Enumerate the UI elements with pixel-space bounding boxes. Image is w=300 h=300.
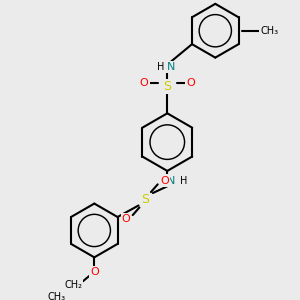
Text: H: H	[157, 62, 164, 72]
Text: CH₂: CH₂	[64, 280, 82, 290]
Text: O: O	[90, 267, 99, 277]
Text: CH₃: CH₃	[48, 292, 66, 300]
Text: S: S	[163, 80, 171, 93]
Text: N: N	[167, 176, 175, 185]
Text: O: O	[140, 78, 148, 88]
Text: CH₃: CH₃	[260, 26, 278, 36]
Text: O: O	[160, 176, 169, 185]
Text: O: O	[186, 78, 195, 88]
Text: H: H	[180, 176, 187, 185]
Text: O: O	[122, 214, 130, 224]
Text: S: S	[141, 193, 149, 206]
Text: N: N	[167, 62, 175, 72]
